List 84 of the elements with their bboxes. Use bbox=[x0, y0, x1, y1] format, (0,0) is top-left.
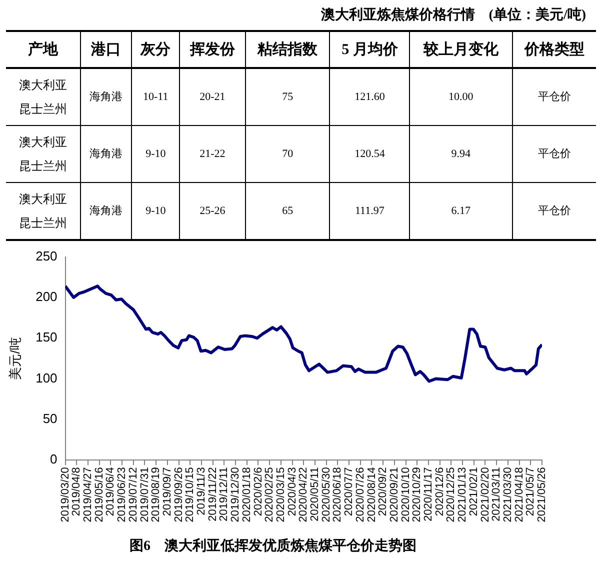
text: 120.54 bbox=[354, 148, 385, 160]
text: 111.97 bbox=[354, 205, 384, 217]
text: 澳大利亚昆士兰州 bbox=[19, 135, 67, 173]
x-tick-label: 2020/10/29 bbox=[411, 467, 424, 522]
x-tick-label: 2020/09/2 bbox=[377, 467, 390, 516]
text: 海角港 bbox=[90, 205, 123, 217]
text: 平仓价 bbox=[538, 148, 571, 160]
x-tick-label: 2021/05/7 bbox=[524, 467, 537, 516]
text: 海角港 bbox=[90, 148, 123, 160]
x-tick-label: 2019/09/26 bbox=[172, 467, 185, 522]
category-label: 较上月变化 bbox=[410, 31, 512, 68]
x-tick-label: 2019/12/30 bbox=[230, 467, 242, 522]
x-tick-label: 2020/05/11 bbox=[309, 467, 322, 522]
x-tick-label: 2019/10/15 bbox=[184, 467, 196, 522]
text: 65 bbox=[282, 205, 294, 217]
x-tick-label: 2020/02/25 bbox=[264, 467, 276, 522]
x-tick-label: 2019/03/20 bbox=[59, 467, 72, 522]
x-tick-label: 2020/06/18 bbox=[332, 467, 344, 522]
text: 6.17 bbox=[451, 205, 471, 217]
x-tick-label: 2020/07/26 bbox=[354, 467, 366, 522]
x-tick-label: 2021/01/13 bbox=[456, 467, 469, 522]
x-tick-label: 2021/03/30 bbox=[502, 467, 514, 522]
text: 10.00 bbox=[448, 91, 474, 103]
text: 9-10 bbox=[146, 148, 166, 160]
text: 70 bbox=[282, 148, 294, 160]
y-tick-label: 250 bbox=[36, 248, 58, 264]
category-label: 产地 bbox=[6, 31, 80, 68]
text: 21-22 bbox=[200, 148, 226, 160]
y-tick-label: 100 bbox=[36, 370, 58, 386]
text: 澳大利亚昆士兰州 bbox=[19, 78, 67, 116]
text: 20-21 bbox=[200, 91, 226, 103]
x-tick-label: 2020/05/30 bbox=[320, 467, 332, 522]
text: 25-26 bbox=[200, 205, 226, 217]
x-tick-label: 2019/04/8 bbox=[70, 467, 83, 516]
x-tick-label: 2019/05/16 bbox=[93, 467, 106, 522]
x-tick-label: 2019/11/22 bbox=[206, 467, 219, 522]
category-label: 5 月均价 bbox=[330, 31, 410, 68]
x-tick-label: 2019/11/3 bbox=[196, 467, 208, 516]
category-label: 灰分 bbox=[132, 31, 180, 68]
x-tick-label: 2020/02/6 bbox=[252, 467, 264, 516]
text: 澳大利亚炼焦煤价格行情 (单位：美元/吨) bbox=[320, 6, 587, 25]
x-tick-label: 2020/01/18 bbox=[240, 467, 253, 522]
x-tick-label: 2021/04/18 bbox=[513, 467, 526, 522]
x-tick-label: 2020/07/7 bbox=[343, 467, 356, 516]
x-tick-label: 2019/09/7 bbox=[161, 467, 174, 516]
category-label: 港口 bbox=[80, 31, 132, 68]
x-tick-label: 2020/12/25 bbox=[445, 467, 458, 522]
x-tick-label: 2020/03/15 bbox=[274, 467, 287, 522]
x-tick-label: 2019/08/19 bbox=[150, 467, 162, 522]
y-tick-label: 200 bbox=[36, 289, 58, 304]
x-tick-label: 2019/04/27 bbox=[82, 467, 94, 522]
y-tick-label: 0 bbox=[50, 452, 58, 467]
x-tick-label: 2021/02/20 bbox=[479, 467, 492, 522]
text: 澳大利亚昆士兰州 bbox=[19, 192, 67, 230]
x-tick-label: 2019/12/11 bbox=[218, 467, 230, 522]
y-tick-label: 50 bbox=[42, 411, 58, 426]
x-tick-label: 2021/05/26 bbox=[536, 467, 548, 522]
text: 图6 澳大利亚低挥发优质炼焦煤平仓价走势图 bbox=[130, 537, 416, 554]
text: 平仓价 bbox=[538, 91, 571, 103]
x-tick-label: 2020/08/14 bbox=[366, 467, 378, 522]
text: 平仓价 bbox=[538, 205, 571, 217]
text: 75 bbox=[282, 91, 294, 103]
x-tick-label: 2019/06/23 bbox=[116, 467, 128, 522]
x-tick-label: 2020/12/6 bbox=[434, 467, 446, 516]
text: 9-10 bbox=[146, 205, 166, 217]
category-label: 价格类型 bbox=[523, 40, 586, 60]
text: 10-11 bbox=[143, 91, 168, 103]
x-tick-label: 2019/07/12 bbox=[127, 467, 140, 522]
x-tick-label: 2019/07/31 bbox=[138, 467, 151, 522]
x-tick-label: 2020/09/21 bbox=[388, 467, 400, 522]
text: 9.94 bbox=[451, 148, 471, 160]
category-label: 挥发份 bbox=[179, 31, 246, 68]
x-tick-label: 2021/03/11 bbox=[490, 467, 503, 522]
x-tick-label: 2021/02/1 bbox=[468, 467, 480, 516]
text: 海角港 bbox=[90, 91, 123, 103]
text: 121.60 bbox=[354, 91, 385, 103]
x-tick-label: 2020/10/10 bbox=[400, 467, 412, 522]
category-label: 粘结指数 bbox=[245, 31, 330, 68]
x-tick-label: 2019/06/4 bbox=[104, 467, 117, 516]
x-tick-label: 2020/04/3 bbox=[286, 467, 298, 516]
y-tick-label: 150 bbox=[36, 330, 58, 345]
x-tick-label: 2020/11/17 bbox=[422, 467, 435, 522]
y-axis-title: 美元/吨 bbox=[7, 337, 22, 380]
x-tick-label: 2020/04/22 bbox=[298, 467, 310, 522]
